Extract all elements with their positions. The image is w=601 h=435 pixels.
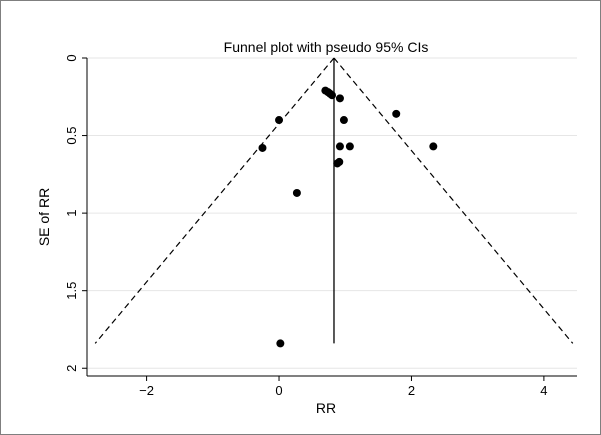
- chart-title: Funnel plot with pseudo 95% CIs: [224, 39, 429, 55]
- pseudo-ci-lines: [94, 57, 574, 344]
- data-point: [429, 142, 438, 151]
- x-tick-label: 0: [275, 383, 282, 398]
- y-tick-label: 1.5: [64, 282, 79, 300]
- ci-lower-line: [94, 57, 335, 344]
- x-tick-label: 2: [408, 383, 415, 398]
- y-tick-label: 0.5: [64, 127, 79, 145]
- y-tick-label: 1: [64, 210, 79, 217]
- data-point: [335, 94, 344, 103]
- y-tick-label: 0: [64, 54, 79, 61]
- data-point: [328, 91, 336, 100]
- x-axis-label: RR: [316, 400, 336, 416]
- axes: −2 0 2 4 0 0.5 1 1.5 2: [64, 54, 577, 398]
- data-points: [258, 86, 438, 348]
- data-point: [335, 142, 344, 151]
- x-tick-label: 4: [540, 383, 547, 398]
- ci-upper-line: [333, 57, 574, 344]
- y-tick-label: 2: [64, 365, 79, 372]
- data-point: [339, 116, 348, 125]
- data-point: [392, 109, 401, 118]
- data-point: [275, 116, 284, 125]
- data-point: [258, 143, 267, 152]
- x-tick-label: −2: [139, 383, 154, 398]
- data-point: [292, 188, 301, 197]
- data-point: [276, 339, 285, 348]
- data-point: [335, 157, 344, 166]
- grid-lines: [87, 57, 577, 369]
- y-axis-label: SE of RR: [36, 188, 52, 246]
- data-point: [345, 142, 354, 151]
